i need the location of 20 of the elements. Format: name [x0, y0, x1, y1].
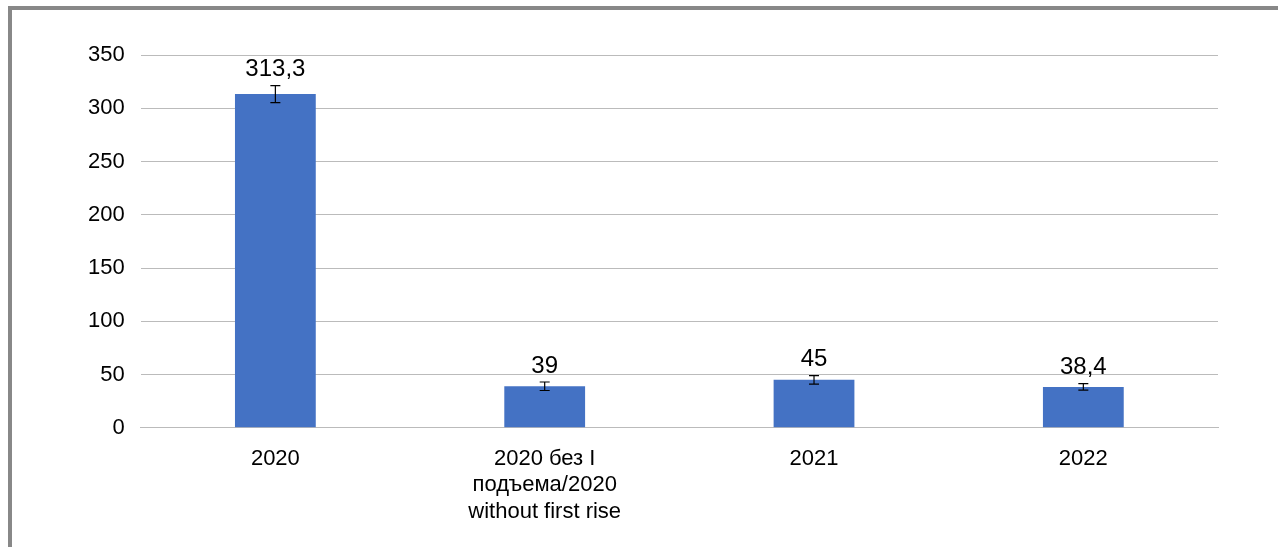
data-label: 38,4	[1059, 352, 1107, 380]
data-label: 313,3	[245, 54, 306, 82]
y-tick-label: 200	[87, 200, 125, 226]
x-tick-label: 2020	[250, 445, 300, 471]
y-tick-label: 0	[112, 413, 125, 439]
x-tick-label: 2022	[1058, 445, 1108, 471]
bar	[234, 94, 316, 428]
y-tick-label: 250	[87, 147, 125, 173]
y-tick-label: 50	[100, 360, 125, 386]
y-tick-label: 150	[87, 254, 125, 280]
data-label: 45	[800, 344, 828, 372]
bar	[504, 386, 586, 428]
y-tick-label: 300	[87, 94, 125, 120]
y-tick-label: 350	[87, 41, 125, 67]
x-tick-label: 2020 без I подъема/2020 without first rise	[467, 445, 622, 523]
data-label: 39	[531, 350, 559, 378]
bar	[1042, 386, 1124, 428]
y-tick-label: 100	[87, 307, 125, 333]
x-tick-label: 2021	[789, 445, 839, 471]
bar	[773, 379, 855, 428]
